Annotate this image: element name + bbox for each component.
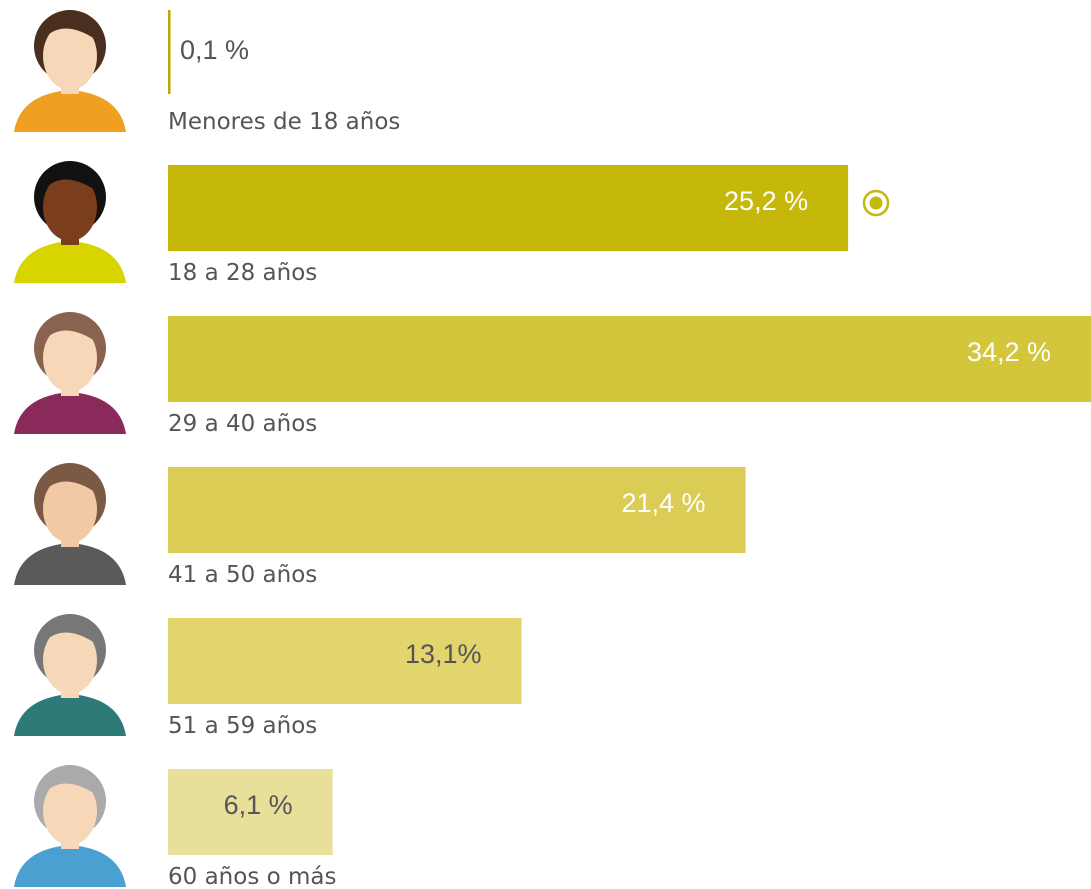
avatar-fringe [38, 464, 102, 499]
avatar [14, 161, 126, 283]
avatar-face [43, 173, 97, 241]
category-label: Menores de 18 años [168, 109, 400, 135]
avatar-shirt [14, 845, 126, 887]
value-label: 25,2 % [724, 186, 808, 216]
category-label: 60 años o más [168, 864, 336, 889]
radio-button[interactable] [862, 189, 890, 217]
avatar-shirt [14, 392, 126, 434]
value-label: 21,4 % [621, 488, 705, 518]
value-label: 34,2 % [967, 337, 1051, 367]
avatar-shirt [14, 543, 126, 585]
avatar [14, 614, 126, 736]
category-label: 51 a 59 años [168, 713, 317, 739]
value-label: 13,1% [405, 639, 482, 669]
avatar-fringe [38, 162, 102, 197]
avatar-face [43, 324, 97, 392]
bar [168, 316, 1091, 402]
avatar-face [43, 626, 97, 694]
avatar-face [43, 777, 97, 845]
bar [168, 467, 746, 553]
avatar-fringe [38, 615, 102, 650]
avatar-fringe [38, 313, 102, 348]
avatar-face [43, 475, 97, 543]
bar [168, 618, 522, 704]
avatar-shirt [14, 241, 126, 283]
avatar [14, 463, 126, 585]
value-label: 0,1 % [180, 35, 249, 65]
avatar-fringe [38, 11, 102, 46]
category-label: 41 a 50 años [168, 562, 317, 588]
radio-dot[interactable] [869, 196, 883, 210]
category-label: 18 a 28 años [168, 260, 317, 286]
avatar-fringe [38, 766, 102, 801]
category-label: 29 a 40 años [168, 411, 317, 437]
bar [168, 769, 333, 855]
avatar-shirt [14, 90, 126, 132]
avatar [14, 10, 126, 132]
bar [168, 10, 171, 94]
avatar-face [43, 22, 97, 90]
bar [168, 165, 849, 251]
radio-ring[interactable] [862, 189, 890, 217]
avatar [14, 312, 126, 434]
avatar-shirt [14, 694, 126, 736]
value-label: 6,1 % [224, 790, 293, 820]
avatar [14, 765, 126, 887]
